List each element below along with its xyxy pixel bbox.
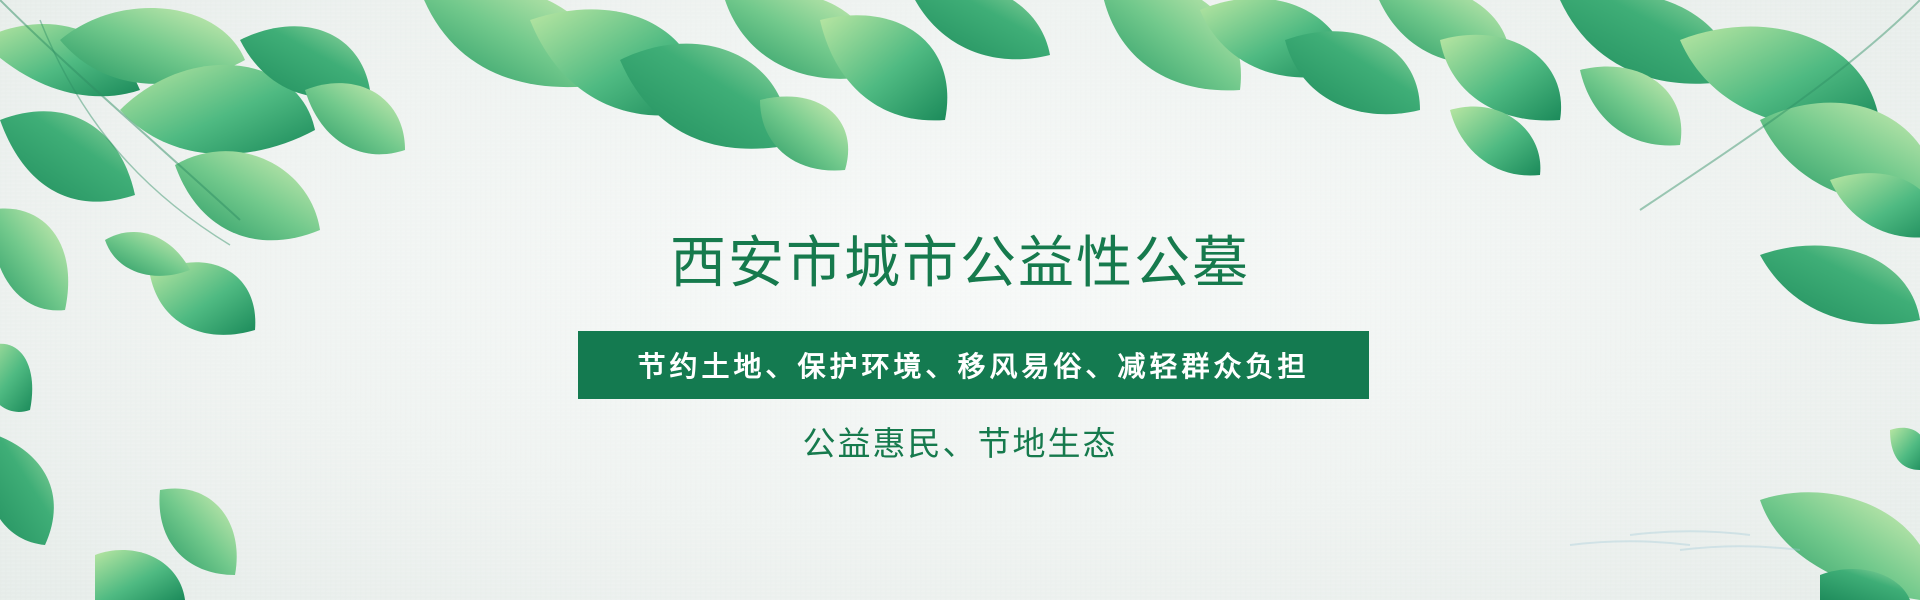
leaf xyxy=(0,208,69,311)
top-center-leaf-cluster xyxy=(424,0,1050,171)
leaf xyxy=(120,64,315,155)
leaf xyxy=(305,83,405,155)
leaf xyxy=(105,231,190,276)
leaf xyxy=(620,43,790,149)
leaf xyxy=(159,488,237,575)
leaf xyxy=(1820,569,1910,600)
water-ripple xyxy=(1569,530,1801,551)
leaf xyxy=(1760,492,1920,600)
leaf xyxy=(150,262,256,335)
leaf xyxy=(1580,66,1682,146)
leaf xyxy=(1890,427,1920,470)
leaf xyxy=(0,436,54,545)
leaf xyxy=(1450,106,1541,176)
leaf xyxy=(915,0,1050,60)
leaf xyxy=(1560,0,1735,84)
leaf xyxy=(1285,31,1420,115)
leaf xyxy=(0,111,135,202)
leaf xyxy=(0,24,140,97)
leaf xyxy=(95,550,185,600)
leaf xyxy=(820,15,948,121)
leaf xyxy=(240,26,370,98)
leaf xyxy=(1440,34,1562,121)
right-leaf-cluster xyxy=(1104,0,1920,600)
leaf xyxy=(60,7,245,84)
left-leaf-cluster xyxy=(0,0,405,600)
leaf xyxy=(175,151,320,241)
leaf xyxy=(760,96,849,171)
leaf xyxy=(1830,173,1920,238)
leaf xyxy=(1760,245,1920,325)
leaf xyxy=(0,343,33,412)
